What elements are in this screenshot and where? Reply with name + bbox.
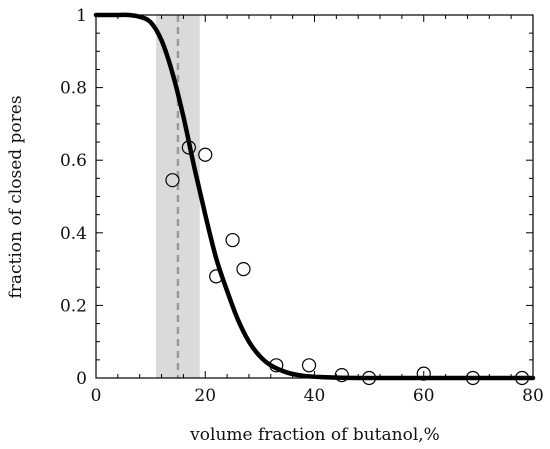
y-tick-label: 1	[76, 6, 87, 26]
data-point	[209, 269, 224, 284]
data-point	[198, 147, 213, 162]
tick-labels-layer: 0 20 40 60 80 0 0.2 0.4 0.6 0.8 1	[60, 6, 544, 406]
data-point	[165, 173, 180, 188]
x-axis-title: volume fraction of butanol,%	[189, 425, 440, 445]
y-tick-label: 0.6	[60, 151, 87, 171]
data-point	[416, 366, 431, 381]
y-tick-label: 0	[76, 369, 87, 389]
data-point	[236, 262, 251, 277]
x-tick-label: 0	[91, 386, 102, 406]
y-tick-label: 0.2	[60, 296, 87, 316]
data-point	[362, 370, 377, 386]
x-tick-label: 60	[413, 386, 435, 406]
fit-curve-layer	[93, 12, 536, 381]
y-tick-label: 0.8	[60, 79, 87, 99]
data-point	[465, 370, 481, 386]
y-tick-label: 0.4	[60, 224, 87, 244]
y-axis-title: fraction of closed pores	[6, 95, 26, 298]
data-point	[225, 232, 240, 248]
fit-curve	[93, 12, 536, 381]
x-tick-label: 80	[522, 386, 544, 406]
data-point	[301, 358, 317, 373]
x-tick-label: 40	[304, 386, 326, 406]
data-point	[334, 367, 349, 383]
x-tick-label: 20	[194, 386, 216, 406]
data-point	[514, 370, 530, 386]
data-point	[269, 358, 284, 373]
data-point	[181, 140, 196, 155]
data-points-layer	[165, 140, 530, 386]
